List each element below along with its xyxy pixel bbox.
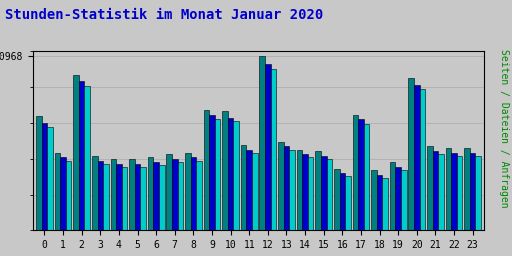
- Bar: [289, 150, 295, 230]
- Bar: [129, 159, 135, 230]
- Bar: [140, 167, 146, 230]
- Bar: [148, 157, 154, 230]
- Bar: [97, 161, 103, 230]
- Bar: [321, 156, 327, 230]
- Bar: [222, 111, 228, 230]
- Bar: [172, 159, 178, 230]
- Bar: [260, 57, 265, 230]
- Bar: [215, 119, 220, 230]
- Bar: [284, 146, 289, 230]
- Bar: [135, 164, 140, 230]
- Bar: [66, 161, 72, 230]
- Bar: [103, 164, 109, 230]
- Bar: [382, 178, 388, 230]
- Bar: [60, 157, 66, 230]
- Bar: [339, 173, 345, 230]
- Bar: [204, 110, 209, 230]
- Bar: [122, 167, 127, 230]
- Bar: [476, 156, 481, 230]
- Bar: [445, 148, 451, 230]
- Bar: [420, 89, 425, 230]
- Bar: [233, 121, 239, 230]
- Bar: [36, 116, 41, 230]
- Bar: [228, 118, 233, 230]
- Bar: [185, 153, 190, 230]
- Bar: [111, 159, 116, 230]
- Bar: [327, 159, 332, 230]
- Bar: [358, 119, 364, 230]
- Bar: [209, 115, 215, 230]
- Bar: [364, 124, 369, 230]
- Bar: [451, 153, 457, 230]
- Bar: [457, 156, 462, 230]
- Bar: [265, 64, 271, 230]
- Bar: [154, 162, 159, 230]
- Bar: [92, 156, 97, 230]
- Bar: [315, 151, 321, 230]
- Bar: [470, 153, 476, 230]
- Bar: [271, 69, 276, 230]
- Bar: [55, 153, 60, 230]
- Bar: [73, 75, 79, 230]
- Bar: [353, 115, 358, 230]
- Bar: [334, 168, 339, 230]
- Bar: [84, 86, 90, 230]
- Bar: [395, 167, 401, 230]
- Bar: [464, 148, 470, 230]
- Bar: [246, 150, 252, 230]
- Bar: [308, 157, 313, 230]
- Bar: [278, 142, 284, 230]
- Bar: [433, 151, 438, 230]
- Bar: [414, 84, 420, 230]
- Bar: [41, 123, 47, 230]
- Bar: [241, 145, 246, 230]
- Bar: [345, 176, 351, 230]
- Bar: [377, 175, 382, 230]
- Bar: [47, 127, 53, 230]
- Bar: [427, 146, 433, 230]
- Text: Seiten / Dateien / Anfragen: Seiten / Dateien / Anfragen: [499, 49, 509, 207]
- Bar: [190, 157, 196, 230]
- Bar: [79, 81, 84, 230]
- Bar: [196, 161, 202, 230]
- Bar: [297, 150, 302, 230]
- Text: Stunden-Statistik im Monat Januar 2020: Stunden-Statistik im Monat Januar 2020: [5, 8, 324, 22]
- Bar: [116, 164, 122, 230]
- Bar: [166, 154, 172, 230]
- Bar: [409, 78, 414, 230]
- Bar: [178, 162, 183, 230]
- Bar: [252, 153, 258, 230]
- Bar: [159, 165, 164, 230]
- Bar: [390, 162, 395, 230]
- Bar: [401, 170, 407, 230]
- Bar: [438, 154, 444, 230]
- Bar: [302, 154, 308, 230]
- Bar: [371, 170, 377, 230]
